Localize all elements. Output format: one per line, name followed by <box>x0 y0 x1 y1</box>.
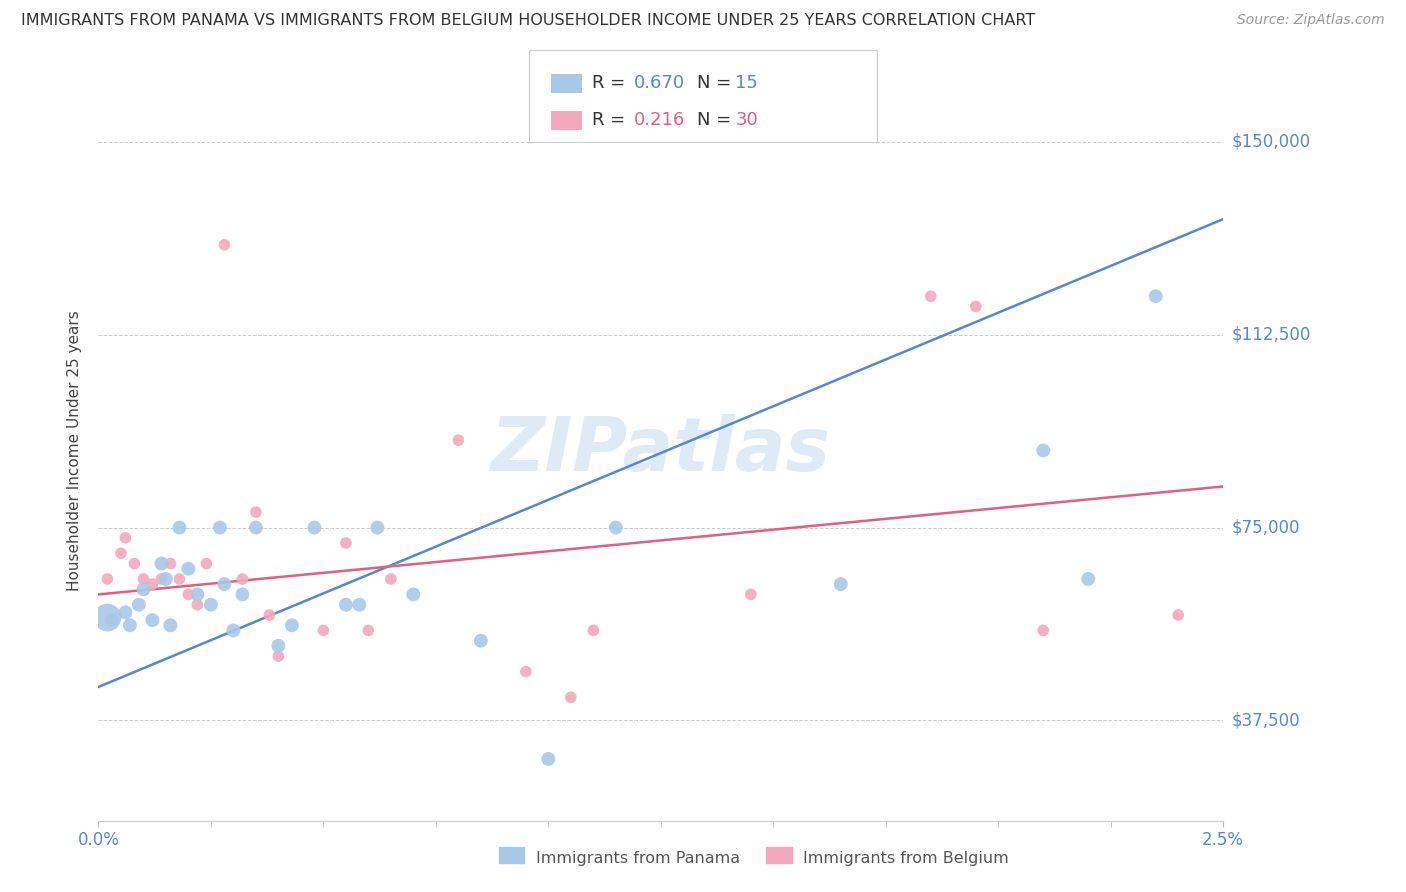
Point <box>1144 289 1167 303</box>
Point <box>605 520 627 534</box>
Point <box>335 536 357 550</box>
Point <box>150 572 173 586</box>
Point <box>740 587 762 601</box>
Text: Immigrants from Panama: Immigrants from Panama <box>536 851 740 865</box>
Text: Source: ZipAtlas.com: Source: ZipAtlas.com <box>1237 13 1385 28</box>
Point <box>1077 572 1099 586</box>
Text: 0.670: 0.670 <box>634 74 685 92</box>
Point <box>141 577 163 591</box>
Point <box>231 587 253 601</box>
Point <box>141 613 163 627</box>
Text: N =: N = <box>697 74 737 92</box>
Point <box>186 587 208 601</box>
Point <box>259 607 281 622</box>
Point <box>222 624 245 638</box>
Point <box>124 557 146 571</box>
Text: 15: 15 <box>735 74 758 92</box>
Point <box>214 577 236 591</box>
Text: 30: 30 <box>735 112 758 129</box>
Point <box>96 610 118 624</box>
Text: $150,000: $150,000 <box>1232 133 1310 151</box>
Point <box>830 577 852 591</box>
Bar <box>766 847 792 863</box>
Point <box>118 618 141 632</box>
Point <box>177 587 200 601</box>
Point <box>245 505 267 519</box>
Point <box>537 752 560 766</box>
Point <box>132 582 155 597</box>
Text: IMMIGRANTS FROM PANAMA VS IMMIGRANTS FROM BELGIUM HOUSEHOLDER INCOME UNDER 25 YE: IMMIGRANTS FROM PANAMA VS IMMIGRANTS FRO… <box>21 13 1035 29</box>
Point <box>231 572 253 586</box>
Text: R =: R = <box>592 112 631 129</box>
Point <box>304 520 326 534</box>
Point <box>515 665 537 679</box>
Point <box>101 613 124 627</box>
Point <box>177 562 200 576</box>
Point <box>150 557 173 571</box>
Point <box>920 289 942 303</box>
Point <box>195 557 218 571</box>
Point <box>169 572 191 586</box>
Point <box>267 649 290 664</box>
Text: $112,500: $112,500 <box>1232 326 1310 343</box>
Point <box>470 633 492 648</box>
Text: N =: N = <box>697 112 737 129</box>
Point <box>402 587 425 601</box>
Point <box>349 598 371 612</box>
Point <box>560 690 582 705</box>
Point <box>208 520 231 534</box>
Point <box>245 520 267 534</box>
Point <box>267 639 290 653</box>
Text: $75,000: $75,000 <box>1232 518 1301 537</box>
Point <box>132 572 155 586</box>
Point <box>357 624 380 638</box>
Point <box>965 300 987 314</box>
Text: R =: R = <box>592 74 631 92</box>
Point <box>447 433 470 447</box>
Point <box>169 520 191 534</box>
Point <box>1167 607 1189 622</box>
Point <box>114 531 136 545</box>
Point <box>366 520 388 534</box>
Y-axis label: Householder Income Under 25 years: Householder Income Under 25 years <box>67 310 83 591</box>
Point <box>1032 443 1054 458</box>
Point <box>159 557 181 571</box>
Point <box>96 572 118 586</box>
Point <box>159 618 181 632</box>
Text: ZIPatlas: ZIPatlas <box>491 414 831 487</box>
Point <box>335 598 357 612</box>
Point <box>186 598 208 612</box>
Text: 0.216: 0.216 <box>634 112 685 129</box>
Point <box>128 598 150 612</box>
Point <box>155 572 177 586</box>
Point <box>214 237 236 252</box>
Point <box>114 606 136 620</box>
Bar <box>499 847 524 863</box>
Point <box>312 624 335 638</box>
Point <box>1032 624 1054 638</box>
Point <box>281 618 304 632</box>
Point <box>200 598 222 612</box>
Text: $37,500: $37,500 <box>1232 712 1301 730</box>
Text: Immigrants from Belgium: Immigrants from Belgium <box>803 851 1008 865</box>
Point <box>582 624 605 638</box>
Point <box>110 546 132 560</box>
Point <box>380 572 402 586</box>
